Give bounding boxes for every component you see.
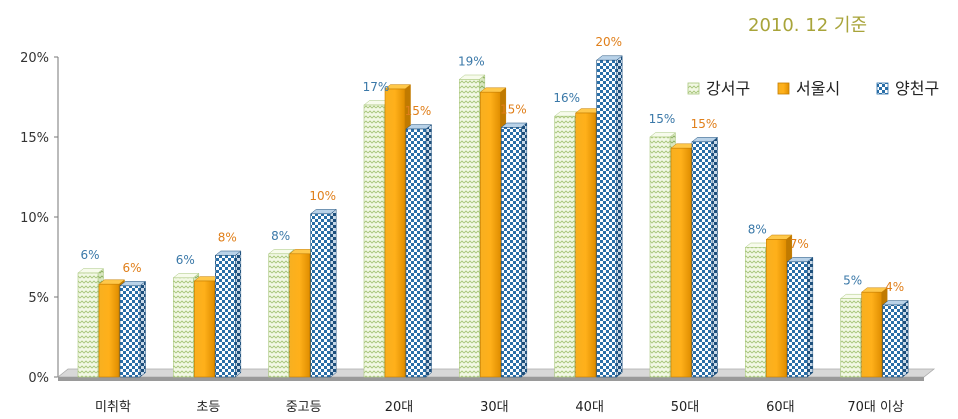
y-tick-label: 10% — [20, 211, 49, 226]
bar-side-2 — [425, 124, 432, 378]
data-label-0: 16% — [553, 91, 580, 105]
x-tick-label: 초등 — [196, 400, 220, 415]
bar-0 — [268, 253, 289, 378]
bar-side-2 — [807, 256, 814, 378]
bar-1 — [766, 239, 787, 378]
data-label-2: 20% — [595, 35, 622, 49]
data-label-2: 6% — [122, 261, 141, 275]
y-tick-label: 0% — [28, 371, 49, 386]
y-tick-label: 5% — [28, 291, 49, 306]
bar-0 — [77, 272, 99, 378]
legend-swatch-yangcheon — [876, 82, 889, 95]
bar-side-2 — [902, 300, 909, 378]
bar-2 — [405, 128, 427, 378]
data-label-0: 6% — [80, 248, 99, 262]
x-tick-label: 중고등 — [286, 400, 322, 415]
bar-2 — [596, 59, 617, 378]
legend-swatch-seoul — [777, 82, 790, 95]
bar-2 — [691, 141, 713, 378]
bar-1 — [98, 283, 120, 378]
bar-1 — [289, 253, 310, 378]
data-label-0: 15% — [649, 112, 676, 126]
data-label-0: 17% — [363, 80, 390, 94]
bar-1 — [861, 291, 882, 378]
bar-layer — [77, 55, 909, 378]
bar-0 — [840, 298, 861, 378]
x-tick-label: 50대 — [671, 400, 700, 415]
x-tick-label: 40대 — [575, 400, 604, 415]
label-layer: 6% 6% 미취학 6% 8% 초등 8% 10% 중고등 17% 15% 20대 19% 15% 30대 1… — [80, 35, 904, 415]
bar-0 — [745, 247, 766, 378]
y-tick-label: 15% — [20, 131, 49, 146]
data-label-0: 8% — [748, 222, 767, 236]
data-label-2: 4% — [885, 280, 904, 294]
bar-1 — [384, 88, 406, 378]
bar-side-2 — [330, 208, 337, 378]
x-tick-label: 70대 이상 — [847, 400, 904, 415]
data-label-2: 7% — [790, 237, 809, 251]
bar-0 — [363, 104, 385, 378]
data-label-2: 15% — [500, 102, 527, 116]
bar-2 — [501, 127, 522, 378]
x-tick-label: 60대 — [766, 400, 795, 415]
bar-side-2 — [235, 250, 242, 378]
bar-2 — [882, 304, 903, 378]
bar-0 — [554, 115, 575, 378]
x-tick-label: 20대 — [385, 400, 414, 415]
y-tick-label: 20% — [20, 51, 49, 66]
bar-2 — [119, 285, 141, 378]
legend: 강서구 서울시 양천구 — [687, 79, 939, 98]
legend-label-seoul: 서울시 — [796, 79, 840, 98]
bar-side-2 — [521, 122, 528, 378]
bar-0 — [459, 79, 480, 378]
data-label-0: 5% — [843, 274, 862, 288]
bar-side-2 — [616, 55, 623, 378]
bar-2 — [215, 255, 236, 378]
bar-1 — [575, 112, 596, 378]
x-tick-label: 미취학 — [95, 400, 131, 415]
legend-swatch-gangseo — [687, 82, 700, 95]
bar-1 — [670, 147, 692, 378]
data-label-2: 15% — [405, 104, 432, 118]
data-label-0: 19% — [458, 54, 485, 68]
x-tick-label: 30대 — [480, 400, 509, 415]
data-label-2: 10% — [309, 189, 336, 203]
data-label-0: 8% — [271, 229, 290, 243]
bar-side-2 — [139, 280, 146, 378]
bar-0 — [173, 277, 194, 378]
data-label-0: 6% — [176, 253, 195, 267]
data-label-2: 8% — [218, 230, 237, 244]
chart-floor-front — [58, 377, 924, 381]
legend-label-gangseo: 강서구 — [706, 79, 750, 98]
bar-0 — [649, 136, 671, 378]
date-note: 2010. 12 기준 — [748, 15, 867, 36]
bar-2 — [787, 261, 808, 378]
bar-2 — [310, 213, 331, 378]
legend-label-yangcheon: 양천구 — [895, 79, 939, 98]
bar-side-2 — [711, 136, 718, 378]
bar-1 — [194, 280, 215, 378]
bar-1 — [480, 91, 501, 378]
data-label-2: 15% — [691, 117, 718, 131]
